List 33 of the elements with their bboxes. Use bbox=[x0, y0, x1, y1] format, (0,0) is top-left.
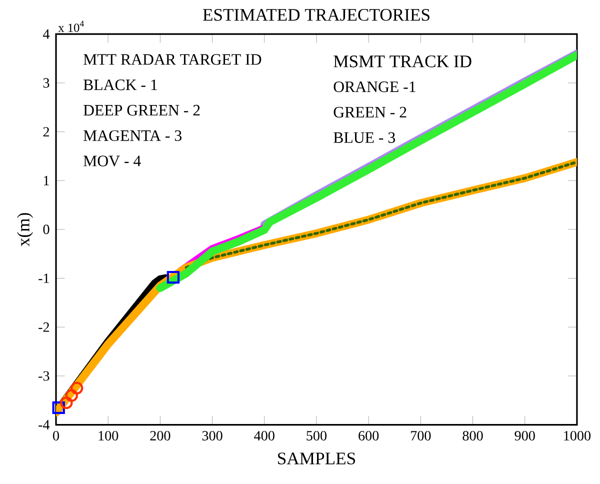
x-tick-label: 500 bbox=[306, 431, 327, 441]
x-tick-label: 300 bbox=[202, 431, 222, 441]
y-tick-label: 0 bbox=[43, 224, 50, 234]
x-tick-label: 800 bbox=[462, 431, 483, 441]
annotation: BLUE - 3 bbox=[334, 132, 396, 144]
x-axis-title: SAMPLES bbox=[278, 452, 356, 465]
annotation: DEEP GREEN - 2 bbox=[84, 105, 200, 116]
y-tick-label: 3 bbox=[43, 78, 50, 88]
x-tick-label: 100 bbox=[98, 431, 118, 441]
annotation: BLACK - 1 bbox=[84, 80, 157, 90]
y-tick-label: 1 bbox=[44, 176, 49, 186]
annotation: ORANGE -1 bbox=[334, 82, 416, 92]
x-tick-label: 200 bbox=[150, 431, 170, 441]
y-tick-label: -2 bbox=[38, 322, 50, 332]
x-tick-label: 0 bbox=[53, 431, 59, 441]
y-tick-label: -4 bbox=[38, 420, 50, 430]
annotation: GREEN - 2 bbox=[334, 106, 406, 118]
annotation: MAGENTA - 3 bbox=[84, 130, 182, 142]
annotation: MSMT TRACK ID bbox=[334, 56, 472, 68]
annotation: MTT RADAR TARGET ID bbox=[84, 54, 262, 65]
x-tick-label: 1000 bbox=[564, 431, 591, 441]
y-tick-label: 4 bbox=[43, 30, 50, 39]
annotation: MOV - 4 bbox=[84, 156, 141, 167]
y-tick-label: 2 bbox=[43, 127, 50, 137]
x-tick-label: 400 bbox=[254, 431, 274, 441]
y-axis-title: x(m) bbox=[17, 213, 34, 246]
y-tick-label: -3 bbox=[38, 371, 50, 381]
x-tick-label: 600 bbox=[358, 431, 379, 441]
text: x 10$^{4}$ bbox=[58, 20, 84, 32]
x-tick-label: 700 bbox=[411, 431, 431, 441]
chart-title: ESTIMATED TRAJECTORIES bbox=[202, 9, 430, 21]
x-tick-label: 900 bbox=[514, 431, 535, 441]
y-tick-label: -1 bbox=[38, 274, 49, 284]
